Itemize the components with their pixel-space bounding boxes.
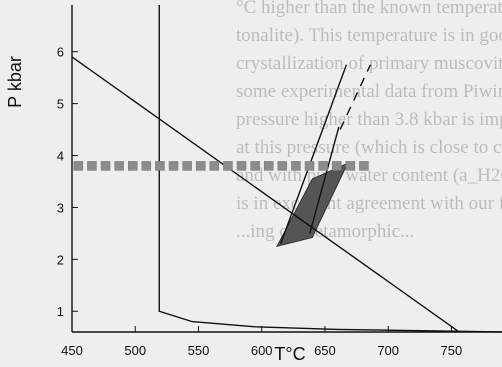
x-tick-label: 650 (314, 343, 336, 358)
x-tick-label: 600 (251, 343, 273, 358)
x-tick-label: 700 (377, 343, 399, 358)
pressure-marker-square (318, 161, 328, 171)
pressure-marker-square (114, 161, 124, 171)
pressure-marker-square (73, 161, 84, 171)
x-axis-label: T°C (274, 344, 305, 364)
series-line-3 (309, 126, 340, 234)
pressure-marker-square (127, 161, 138, 171)
series-line-1 (158, 5, 502, 333)
y-tick-label: 5 (57, 97, 64, 112)
pressure-marker-square (263, 161, 274, 171)
pressure-marker-square (277, 161, 288, 171)
y-tick-label: 6 (57, 45, 64, 60)
pressure-marker-square (87, 161, 97, 171)
pressure-marker-square (100, 161, 111, 171)
pressure-marker-square (182, 161, 192, 171)
series-line-5 (339, 64, 372, 130)
pressure-marker-square (209, 161, 220, 171)
pressure-marker-square (250, 161, 260, 171)
pressure-marker-square (141, 161, 152, 171)
pressure-marker-square (236, 161, 247, 171)
series-line-2 (71, 56, 459, 332)
shaded-stability-region (276, 162, 349, 247)
pressure-marker-square (359, 161, 369, 171)
pressure-marker-square (331, 161, 342, 171)
x-tick-label: 450 (61, 343, 83, 358)
series-line-4 (280, 64, 348, 245)
pressure-marker-square (155, 161, 165, 171)
y-tick-label: 2 (57, 252, 64, 267)
pressure-marker-square (223, 161, 233, 171)
pressure-marker-square (345, 161, 356, 171)
y-axis-label: P kbar (5, 56, 25, 108)
y-tick-label: 1 (57, 304, 64, 319)
pressure-marker-square (291, 161, 301, 171)
pressure-marker-square (304, 161, 315, 171)
x-tick-label: 750 (441, 343, 463, 358)
y-tick-label: 4 (57, 149, 64, 164)
x-tick-label: 500 (124, 343, 146, 358)
pressure-marker-square (168, 161, 179, 171)
y-tick-label: 3 (57, 200, 64, 215)
x-tick-label: 550 (188, 343, 210, 358)
pressure-marker-square (195, 161, 206, 171)
